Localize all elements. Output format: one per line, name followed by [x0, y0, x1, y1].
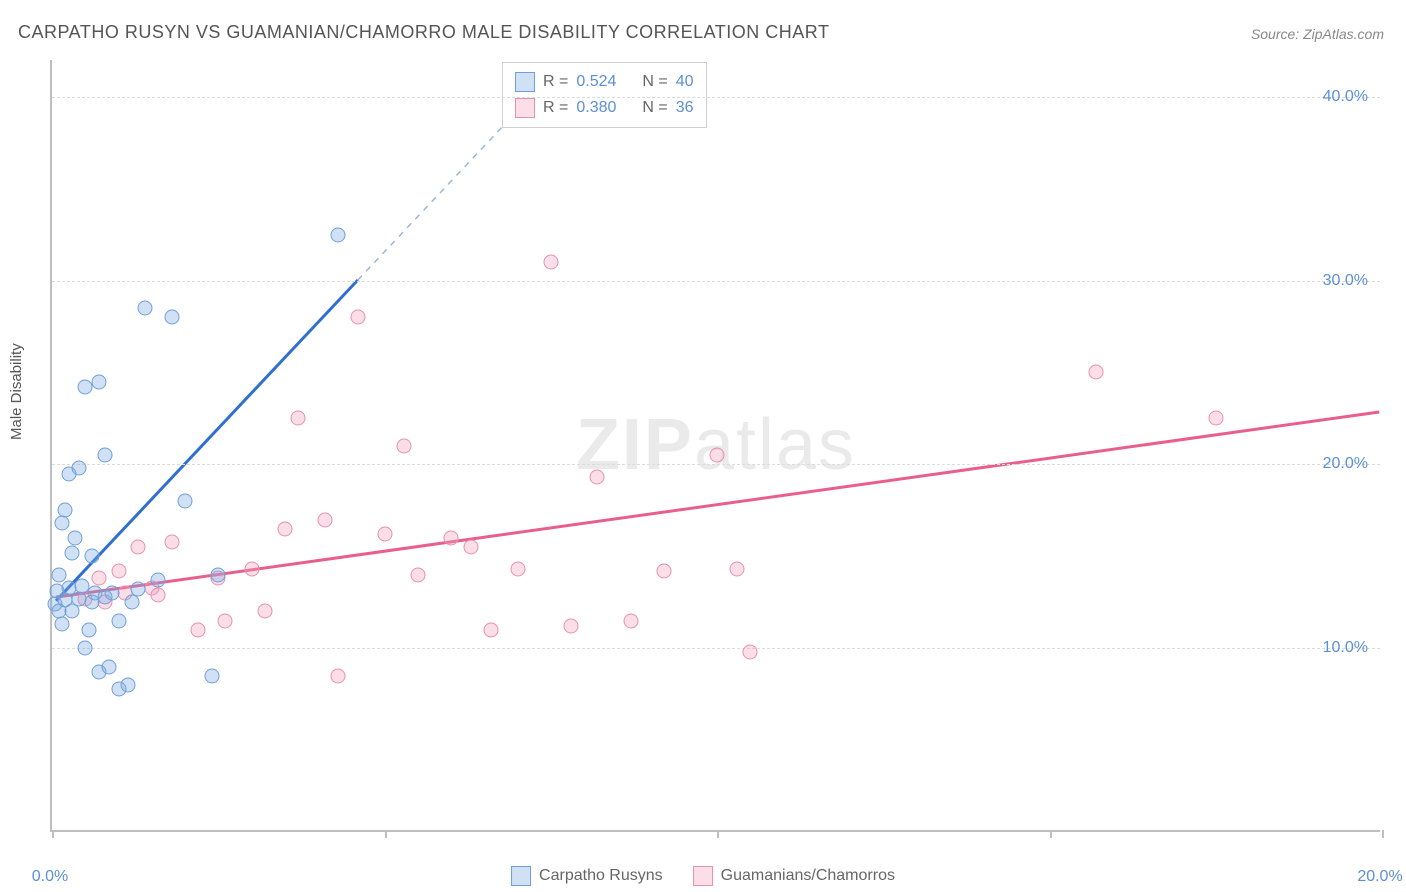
data-point — [656, 563, 671, 578]
data-point — [397, 439, 412, 454]
data-point — [623, 613, 638, 628]
data-point — [104, 586, 119, 601]
gridline — [52, 281, 1380, 282]
data-point — [151, 573, 166, 588]
data-point — [563, 619, 578, 634]
data-point — [91, 374, 106, 389]
data-point — [543, 255, 558, 270]
r-value: 0.524 — [576, 69, 616, 95]
x-tick — [717, 830, 719, 838]
stat-row: R = 0.380 N = 36 — [515, 95, 694, 121]
data-point — [111, 613, 126, 628]
legend-item: Guamanians/Chamorros — [693, 866, 895, 886]
data-point — [164, 310, 179, 325]
data-point — [111, 563, 126, 578]
data-point — [178, 494, 193, 509]
data-point — [131, 582, 146, 597]
legend-item: Carpatho Rusyns — [511, 866, 663, 886]
data-point — [483, 622, 498, 637]
legend-label: Carpatho Rusyns — [539, 867, 663, 884]
data-point — [124, 595, 139, 610]
data-point — [463, 540, 478, 555]
data-point — [71, 461, 86, 476]
data-point — [138, 301, 153, 316]
data-point — [444, 530, 459, 545]
data-point — [330, 227, 345, 242]
y-axis-label: Male Disability — [8, 343, 25, 440]
y-tick-label: 30.0% — [1323, 272, 1368, 290]
data-point — [54, 516, 69, 531]
y-tick-label: 10.0% — [1323, 639, 1368, 657]
data-point — [101, 659, 116, 674]
r-value: 0.380 — [576, 95, 616, 121]
data-point — [1208, 411, 1223, 426]
data-point — [330, 668, 345, 683]
legend-swatch — [693, 866, 713, 886]
y-tick-label: 20.0% — [1323, 455, 1368, 473]
n-label: N = — [642, 95, 667, 121]
data-point — [81, 622, 96, 637]
watermark: ZIPatlas — [576, 404, 856, 486]
data-point — [131, 540, 146, 555]
data-point — [58, 503, 73, 518]
data-point — [68, 530, 83, 545]
data-point — [510, 562, 525, 577]
n-value: 40 — [676, 69, 694, 95]
n-label: N = — [642, 69, 667, 95]
legend-swatch — [511, 866, 531, 886]
data-point — [590, 470, 605, 485]
data-point — [244, 562, 259, 577]
source-label: Source: ZipAtlas.com — [1251, 26, 1384, 42]
data-point — [151, 587, 166, 602]
chart-title: CARPATHO RUSYN VS GUAMANIAN/CHAMORRO MAL… — [18, 22, 829, 43]
data-point — [191, 622, 206, 637]
data-point — [217, 613, 232, 628]
data-point — [164, 534, 179, 549]
data-point — [277, 521, 292, 536]
data-point — [98, 448, 113, 463]
x-tick — [1382, 830, 1384, 838]
data-point — [257, 604, 272, 619]
data-point — [377, 527, 392, 542]
data-point — [350, 310, 365, 325]
data-point — [64, 604, 79, 619]
data-point — [204, 668, 219, 683]
x-tick-label: 0.0% — [32, 868, 68, 886]
data-point — [84, 549, 99, 564]
data-point — [64, 545, 79, 560]
x-tick-label: 20.0% — [1357, 868, 1402, 886]
gridline — [52, 464, 1380, 465]
r-label: R = — [543, 69, 568, 95]
data-point — [54, 617, 69, 632]
data-point — [743, 644, 758, 659]
x-tick — [385, 830, 387, 838]
data-point — [78, 641, 93, 656]
data-point — [211, 567, 226, 582]
data-point — [291, 411, 306, 426]
data-point — [410, 567, 425, 582]
trend-lines-svg — [52, 60, 1380, 830]
gridline — [52, 648, 1380, 649]
series-legend: Carpatho Rusyns Guamanians/Chamorros — [511, 866, 895, 886]
data-point — [317, 512, 332, 527]
legend-label: Guamanians/Chamorros — [721, 867, 895, 884]
gridline — [52, 97, 1380, 98]
data-point — [121, 677, 136, 692]
n-value: 36 — [676, 95, 694, 121]
data-point — [710, 448, 725, 463]
trend-line — [56, 280, 358, 601]
correlation-stats-box: R = 0.524 N = 40 R = 0.380 N = 36 — [502, 62, 707, 128]
r-label: R = — [543, 95, 568, 121]
y-tick-label: 40.0% — [1323, 88, 1368, 106]
plot-area: ZIPatlas R = 0.524 N = 40 R = 0.380 N = 36 10.0… — [50, 60, 1380, 832]
x-tick — [52, 830, 54, 838]
data-point — [729, 562, 744, 577]
data-point — [51, 567, 66, 582]
legend-swatch — [515, 98, 535, 118]
stat-row: R = 0.524 N = 40 — [515, 69, 694, 95]
legend-swatch — [515, 72, 535, 92]
data-point — [1089, 365, 1104, 380]
x-tick — [1050, 830, 1052, 838]
data-point — [91, 571, 106, 586]
